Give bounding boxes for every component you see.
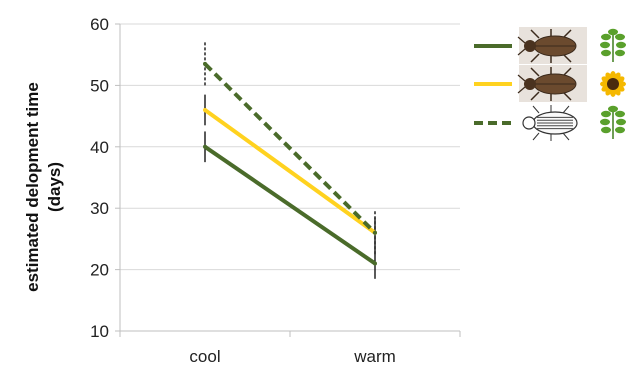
y-axis-label-line1: estimated delopment time [23,82,42,292]
leaflet [616,41,626,49]
y-tick-label: 30 [90,199,109,218]
beetle-leg [562,105,570,114]
leaf-icon [600,28,626,62]
y-axis-label-line2: (days) [45,162,64,212]
data-point [373,261,377,266]
y-tick-label: 50 [90,76,109,95]
beetle-icon [517,65,587,102]
y-tick-label: 20 [90,261,109,280]
beetle-head [524,78,536,90]
legend-entry [474,27,626,64]
data-point [203,107,207,112]
sunflower-icon [600,71,626,97]
legend-entry [474,104,626,141]
axes [115,23,461,337]
x-tick-label: warm [353,347,396,366]
beetle-head [522,116,536,130]
legend [474,27,626,141]
leaflet [608,28,618,36]
tick-labels: 10 20 30 40 50 60 cool warm [90,15,396,366]
legend-entry [474,65,626,102]
leaflet [600,41,610,49]
beetle-leg [532,132,540,141]
leaflet [615,49,625,57]
beetle-leg [530,29,540,39]
leaflet [600,118,610,126]
data-point [203,61,207,66]
beetle-head [524,40,536,52]
beetle-antenna [517,86,526,94]
leaflet [616,118,626,126]
sunflower-center [607,78,619,90]
beetle-icon [517,27,587,64]
series-line [203,108,377,235]
beetle-leg [532,105,540,114]
data-point [203,144,207,149]
series-line [203,62,377,235]
leaf-icon [600,105,626,139]
data-point [373,230,377,235]
y-tick-label: 40 [90,138,109,157]
y-tick-label: 60 [90,15,109,34]
leaflet [615,126,625,134]
error-bars [204,42,376,279]
beetle-antenna [517,36,526,44]
beetle-antenna [517,48,526,56]
leaflet [601,110,611,118]
leaflet [601,126,611,134]
series-lines [203,61,377,266]
beetle-antenna [517,74,526,82]
beetle-leg [530,67,540,77]
leaflet [601,49,611,57]
leaflet [608,105,618,113]
leaflet [615,33,625,41]
leaflet [601,33,611,41]
x-tick-label: cool [189,347,220,366]
striped-beetle-icon [519,104,587,141]
series-line [203,145,377,266]
beetle-leg [562,132,570,141]
leaflet [615,110,625,118]
y-tick-label: 10 [90,322,109,341]
beetle-leg [530,53,540,63]
beetle-leg [530,91,540,101]
